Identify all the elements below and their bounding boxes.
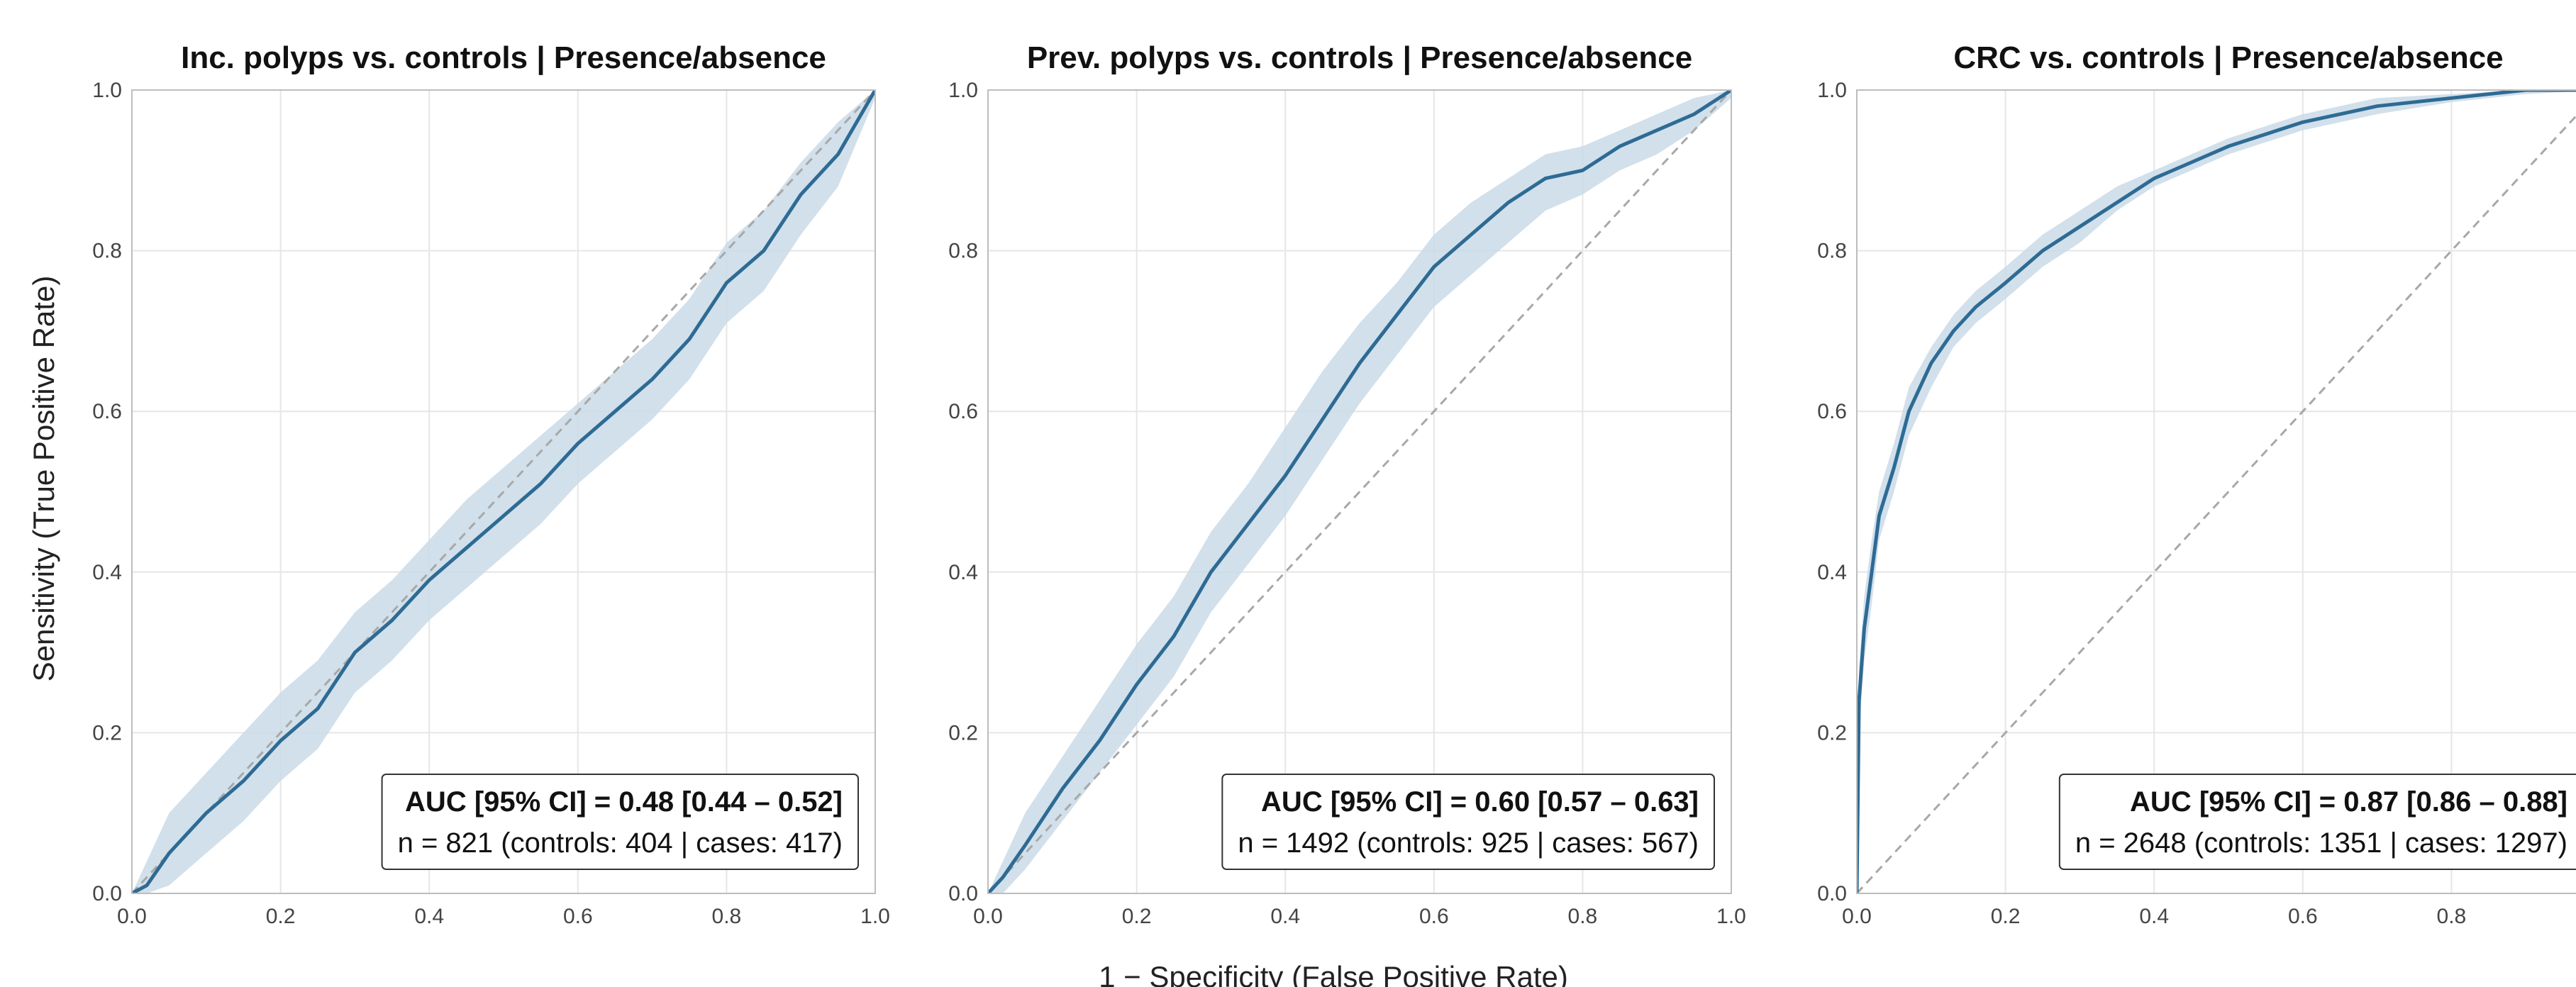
y-tick-label: 0.4 <box>948 561 978 584</box>
sample-size-label: n = 1492 (controls: 925 | cases: 567) <box>1238 827 1699 859</box>
ci-band <box>988 90 1731 893</box>
y-tick-label: 0.8 <box>948 240 978 263</box>
x-tick-label: 0.2 <box>1991 905 2021 928</box>
axes-frame <box>1856 89 2576 894</box>
ci-band <box>1857 90 2576 893</box>
y-tick-label: 0.2 <box>948 721 978 745</box>
legend-frame <box>381 774 859 870</box>
x-tick-label: 0.2 <box>266 905 296 928</box>
chance-diagonal <box>988 90 1731 893</box>
sample-size-label: n = 821 (controls: 404 | cases: 417) <box>398 827 843 859</box>
x-tick-label: 0.0 <box>117 905 147 928</box>
x-tick-label: 0.0 <box>973 905 1003 928</box>
auc-label: AUC [95% CI] = 0.60 [0.57 – 0.63] <box>1261 786 1699 818</box>
panel-title: Inc. polyps vs. controls | Presence/abse… <box>181 40 826 76</box>
y-tick-label: 0.0 <box>92 882 122 905</box>
x-tick-label: 0.4 <box>2139 905 2169 928</box>
legend-frame <box>2058 774 2576 870</box>
x-tick-label: 0.8 <box>1568 905 1598 928</box>
legend-box: AUC [95% CI] = 0.60 [0.57 – 0.63] n = 149… <box>1221 774 1715 870</box>
y-tick-label: 0.8 <box>92 240 122 263</box>
panel-title: CRC vs. controls | Presence/absence <box>1953 40 2503 76</box>
auc-label: AUC [95% CI] = 0.87 [0.86 – 0.88] <box>2130 786 2567 818</box>
y-tick-label: 1.0 <box>92 79 122 102</box>
roc-panel-1: 0.0 0.2 0.4 0.6 0.8 1.0 0.0 0.2 0.4 0.6 0.8 1.0 Inc.… <box>92 40 890 928</box>
plot-area <box>132 90 875 893</box>
roc-panel-3: 0.00.20.40.60.81.00.00.20.40.60.81.0CRC … <box>1817 40 2576 928</box>
x-tick-label: 0.8 <box>2437 905 2467 928</box>
roc-curve <box>132 90 875 893</box>
x-tick-label: 0.6 <box>2288 905 2318 928</box>
chance-diagonal <box>1857 114 2576 893</box>
x-tick-label: 0.4 <box>1270 905 1300 928</box>
x-axis-label: 1 − Specificity (False Positive Rate) <box>1099 960 1568 987</box>
y-tick-label: 0.8 <box>1817 240 1847 263</box>
y-tick-label: 0.6 <box>1817 400 1847 423</box>
y-tick-label: 0.6 <box>948 400 978 423</box>
y-tick-label: 0.4 <box>1817 561 1847 584</box>
chance-diagonal <box>132 90 875 893</box>
y-tick-label: 0.2 <box>1817 721 1847 745</box>
plot-area <box>1857 90 2576 893</box>
x-tick-label: 1.0 <box>860 905 890 928</box>
legend-frame <box>1221 774 1715 870</box>
y-tick-label: 0.4 <box>92 561 122 584</box>
y-tick-label: 0.2 <box>92 721 122 745</box>
roc-curve <box>1857 90 2576 893</box>
roc-panel-2: 0.0 0.2 0.4 0.6 0.8 1.0 0.0 0.2 0.4 0.6 0.8 1.0 Prev… <box>948 40 1746 928</box>
y-tick-label: 0.0 <box>1817 882 1847 905</box>
x-tick-label: 1.0 <box>1716 905 1746 928</box>
x-tick-label: 0.2 <box>1122 905 1152 928</box>
x-tick-label: 0.6 <box>563 905 593 928</box>
plot-area <box>988 90 1731 893</box>
sample-size-label: n = 2648 (controls: 1351 | cases: 1297) <box>2075 827 2567 859</box>
x-tick-label: 0.6 <box>1419 905 1449 928</box>
legend-box: AUC [95% CI] = 0.48 [0.44 – 0.52] n = 821… <box>381 774 859 870</box>
auc-label: AUC [95% CI] = 0.48 [0.44 – 0.52] <box>405 786 843 818</box>
panel-title: Prev. polyps vs. controls | Presence/abs… <box>1027 40 1692 76</box>
y-tick-label: 0.0 <box>948 882 978 905</box>
y-tick-label: 1.0 <box>1817 79 1847 102</box>
x-tick-label: 0.8 <box>712 905 742 928</box>
roc-curve <box>988 90 1731 893</box>
axes-frame <box>131 89 876 894</box>
y-tick-label: 0.6 <box>92 400 122 423</box>
y-tick-label: 1.0 <box>948 79 978 102</box>
x-tick-label: 0.0 <box>1842 905 1872 928</box>
x-tick-label: 0.4 <box>414 905 444 928</box>
y-axis-label: Sensitivity (True Positive Rate) <box>27 276 60 682</box>
axes-frame <box>987 89 1732 894</box>
legend-box: AUC [95% CI] = 0.87 [0.86 – 0.88] n = 264… <box>2058 774 2576 870</box>
